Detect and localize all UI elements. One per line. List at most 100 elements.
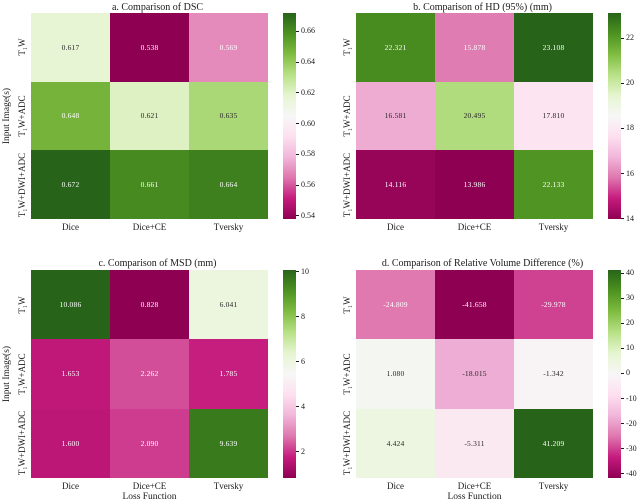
y-tick-label: T₁W+DWI+ADC xyxy=(17,411,27,476)
x-tick-labels: Dice Dice+CE Tversky xyxy=(31,222,268,233)
heatmap-cell-value: 2.262 xyxy=(140,369,159,379)
colorbar-tick: 4 xyxy=(296,401,305,411)
heatmap-grid: 10.086 0.828 6.041 1.653 2.262 1.785 1.600 2.09… xyxy=(31,270,268,478)
colorbar-tick-mark xyxy=(621,372,624,374)
colorbar-tick: 22 xyxy=(621,34,634,42)
heatmap-grid: -24.809 -41.658 -29.978 1.080 -18.015 -1.342 4… xyxy=(356,270,593,478)
colorbar-tick-mark xyxy=(296,184,299,186)
colorbar-tick-mark xyxy=(621,127,624,129)
x-axis-label: Loss Function xyxy=(122,492,177,502)
heatmap-cell: 2.090 xyxy=(110,408,189,478)
colorbar-gradient xyxy=(283,13,296,219)
colorbar: 22 20 18 16 14 xyxy=(608,13,634,222)
colorbar-tick-mark xyxy=(296,30,299,32)
x-tick-label: Dice+CE xyxy=(132,222,167,232)
x-tick-label: Tversky xyxy=(538,222,569,232)
colorbar-tick-label: 4 xyxy=(301,401,305,411)
heatmap-grid: 0.617 0.538 0.569 0.648 0.621 0.635 0.672 0.661… xyxy=(31,13,268,219)
colorbar-tick-label: 8 xyxy=(301,311,305,321)
colorbar-tick-label: 18 xyxy=(626,123,634,133)
colorbar-tick-mark xyxy=(296,271,299,273)
colorbar-tick-mark xyxy=(296,153,299,155)
y-tick-label: T₁W xyxy=(17,38,27,56)
colorbar-tick-label: 0 xyxy=(626,368,630,378)
colorbar-tick: 0 xyxy=(621,369,630,377)
heatmap-cell: 9.639 xyxy=(189,408,268,478)
y-tick-label: T₁W+ADC xyxy=(342,95,352,137)
colorbar-tick: 0.64 xyxy=(296,58,315,66)
colorbar-tick-mark xyxy=(621,297,624,299)
heatmap-cell: 0.648 xyxy=(31,81,110,151)
colorbar-tick-label: 0.66 xyxy=(301,26,315,36)
colorbar-tick-mark xyxy=(296,123,299,125)
colorbar-tick: 2 xyxy=(296,446,305,456)
heatmap-cell-value: 23.108 xyxy=(542,42,565,52)
colorbar-tick-mark xyxy=(621,218,624,220)
heatmap-cell-value: 4.424 xyxy=(386,438,405,448)
colorbar-tick-mark xyxy=(296,61,299,63)
colorbar-tick-label: 0.62 xyxy=(301,87,315,97)
colorbar-tick-mark xyxy=(621,272,624,274)
heatmap-cell: 0.672 xyxy=(31,150,110,219)
colorbar-tick: -20 xyxy=(621,419,637,428)
heatmap-cell: -1.342 xyxy=(514,339,593,409)
colorbar-tick-label: 2 xyxy=(301,446,305,456)
heatmap-cell: 13.986 xyxy=(435,150,514,219)
chart-title: d. Comparison of Relative Volume Differe… xyxy=(381,258,584,269)
heatmap-cell-value: -1.342 xyxy=(543,369,564,379)
heatmap-cell: -24.809 xyxy=(356,270,435,340)
colorbar-tick-label: 0.60 xyxy=(301,118,315,128)
colorbar-tick-label: -10 xyxy=(626,393,637,403)
y-tick-label: T₁W+ADC xyxy=(17,95,27,137)
colorbar-tick: -30 xyxy=(621,444,637,453)
heatmap-cell-value: 6.041 xyxy=(219,300,238,310)
colorbar-tick-mark xyxy=(296,361,299,363)
heatmap-cell: 10.086 xyxy=(31,270,110,340)
heatmap-cell: 1.785 xyxy=(189,339,268,409)
heatmap-cell-value: 0.661 xyxy=(140,180,159,190)
x-tick-label: Tversky xyxy=(213,222,244,232)
colorbar-gradient xyxy=(608,270,621,478)
colorbar-tick-label: 0.64 xyxy=(301,57,315,67)
colorbar-tick-mark xyxy=(621,173,624,175)
heatmap-cell-value: 1.080 xyxy=(386,369,405,379)
x-tick-label: Dice+CE xyxy=(132,481,167,491)
heatmap-cell: 0.828 xyxy=(110,270,189,340)
y-axis-label: Input Image(s) xyxy=(2,345,12,403)
colorbar-tick: 16 xyxy=(621,169,634,178)
y-axis-label: Input Image(s) xyxy=(2,87,12,145)
chart-title: a. Comparison of DSC xyxy=(111,2,204,13)
heatmap-cell-value: 0.635 xyxy=(219,111,238,121)
colorbar: 0.66 0.64 0.62 0.60 0.58 0.56 0.54 xyxy=(283,13,315,219)
y-tick-label: T₁W+ADC xyxy=(17,353,27,395)
heatmap-cell: 20.495 xyxy=(435,81,514,151)
heatmap-cell: 15.878 xyxy=(435,13,514,82)
heatmap-cell-value: 15.878 xyxy=(463,42,486,52)
x-tick-labels: Dice Dice+CE Tversky xyxy=(356,481,593,492)
heatmap-cell-value: 16.581 xyxy=(384,111,407,121)
heatmap-cell: 1.653 xyxy=(31,339,110,409)
x-tick-label: Dice xyxy=(62,481,79,491)
colorbar-tick: 14 xyxy=(621,214,634,223)
colorbar-tick-mark xyxy=(296,316,299,318)
heatmap-cell: 0.661 xyxy=(110,150,189,219)
colorbar-tick-mark xyxy=(621,347,624,349)
heatmap-cell: 16.581 xyxy=(356,81,435,151)
heatmap-cell-value: 0.672 xyxy=(61,180,80,190)
heatmap-cell: 22.321 xyxy=(356,13,435,82)
colorbar-tick-mark xyxy=(296,451,299,453)
heatmap-cell-value: 1.785 xyxy=(219,369,238,379)
colorbar-tick: 6 xyxy=(296,357,305,366)
y-tick-label: T₁W xyxy=(17,296,27,314)
heatmap-cell-value: -24.809 xyxy=(383,300,408,310)
heatmap-cell-value: 20.495 xyxy=(463,111,486,121)
colorbar-tick-mark xyxy=(621,398,624,400)
x-tick-label: Dice+CE xyxy=(457,222,492,232)
heatmap-cell-value: 41.209 xyxy=(542,438,565,448)
heatmap-cell-value: 0.617 xyxy=(61,42,80,52)
colorbar-tick-mark xyxy=(296,215,299,217)
heatmap-cell: 0.538 xyxy=(110,13,189,82)
colorbar-tick: 0.66 xyxy=(296,27,315,35)
heatmap-cell-value: 0.648 xyxy=(61,111,80,121)
heatmap-cell-value: 2.090 xyxy=(140,438,159,448)
